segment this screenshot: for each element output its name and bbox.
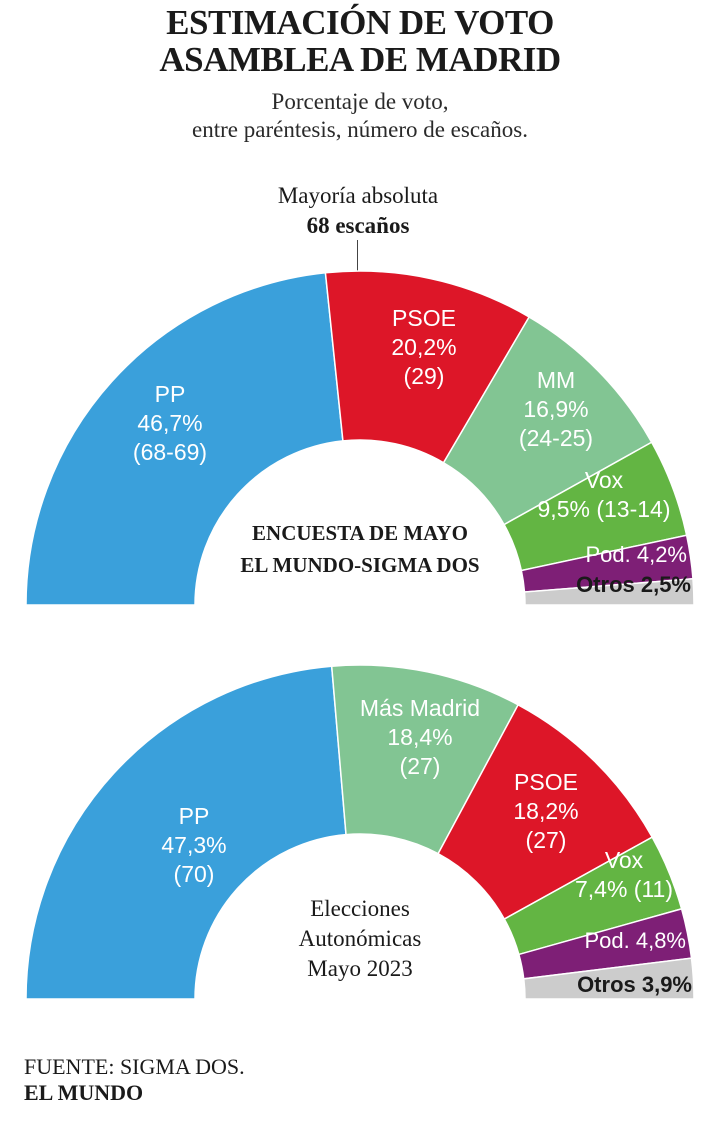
survey-label-mm: MM 16,9% (24-25) [519, 367, 593, 451]
chart-title-line-1: ESTIMACIÓN DE VOTO [166, 3, 554, 42]
majority-annotation: Mayoría absoluta 68 escaños [200, 181, 516, 241]
chart-subtitle-line-1: Porcentaje de voto, [271, 89, 449, 114]
majority-label-line-2: 68 escaños [306, 213, 410, 238]
brand-name: EL MUNDO [24, 1080, 144, 1105]
elections-label-pp: PP 47,3% (70) [161, 803, 226, 887]
elections-center-label: Elecciones Autonómicas Mayo 2023 [299, 896, 422, 981]
survey-slice-otros [523, 577, 695, 606]
survey-half-donut-chart: PP 46,7% (68-69) PSOE 20,2% (29) MM 16,9% (24-25… [25, 270, 695, 606]
survey-label-vox: Vox 9,5% (13-14) [538, 467, 671, 522]
source-footer: FUENTE: SIGMA DOS. EL MUNDO [24, 1054, 245, 1106]
elections-label-otros: Otros 3,9% [577, 972, 692, 997]
survey-label-pp: PP 46,7% (68-69) [133, 381, 207, 465]
chart-title-line-2: ASAMBLEA DE MADRID [159, 40, 561, 79]
survey-slice-pp [25, 271, 344, 606]
survey-label-pod: Pod. 4,2% [585, 542, 687, 567]
majority-label-line-1: Mayoría absoluta [277, 183, 439, 208]
elections-label-psoe: PSOE 18,2% (27) [513, 769, 578, 853]
elections-slice-otros [522, 957, 695, 1000]
survey-label-psoe: PSOE 20,2% (29) [391, 305, 456, 389]
majority-marker-line [357, 240, 358, 272]
elections-label-pod: Pod. 4,8% [584, 928, 686, 953]
elections-half-donut-chart: PP 47,3% (70) Más Madrid 18,4% (27) PSOE 18,2%(… [25, 664, 695, 1000]
elections-slice-pp [25, 665, 347, 1000]
survey-label-otros: Otros 2,5% [576, 572, 691, 597]
chart-subtitle-line-2: entre paréntesis, número de escaños. [192, 117, 528, 142]
elections-label-mas: Más Madrid 18,4% (27) [360, 695, 480, 779]
title-block: ESTIMACIÓN DE VOTO ASAMBLEA DE MADRID Po… [0, 4, 720, 144]
source-text: FUENTE: SIGMA DOS. [24, 1054, 245, 1079]
elections-label-vox: Vox 7,4% (11) [575, 847, 673, 902]
survey-center-label: ENCUESTA DE MAYO EL MUNDO-SIGMA DOS [240, 521, 479, 577]
